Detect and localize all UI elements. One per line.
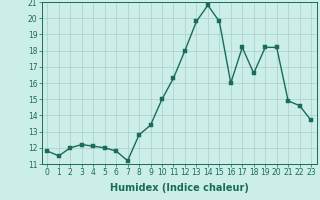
X-axis label: Humidex (Indice chaleur): Humidex (Indice chaleur) bbox=[110, 183, 249, 193]
